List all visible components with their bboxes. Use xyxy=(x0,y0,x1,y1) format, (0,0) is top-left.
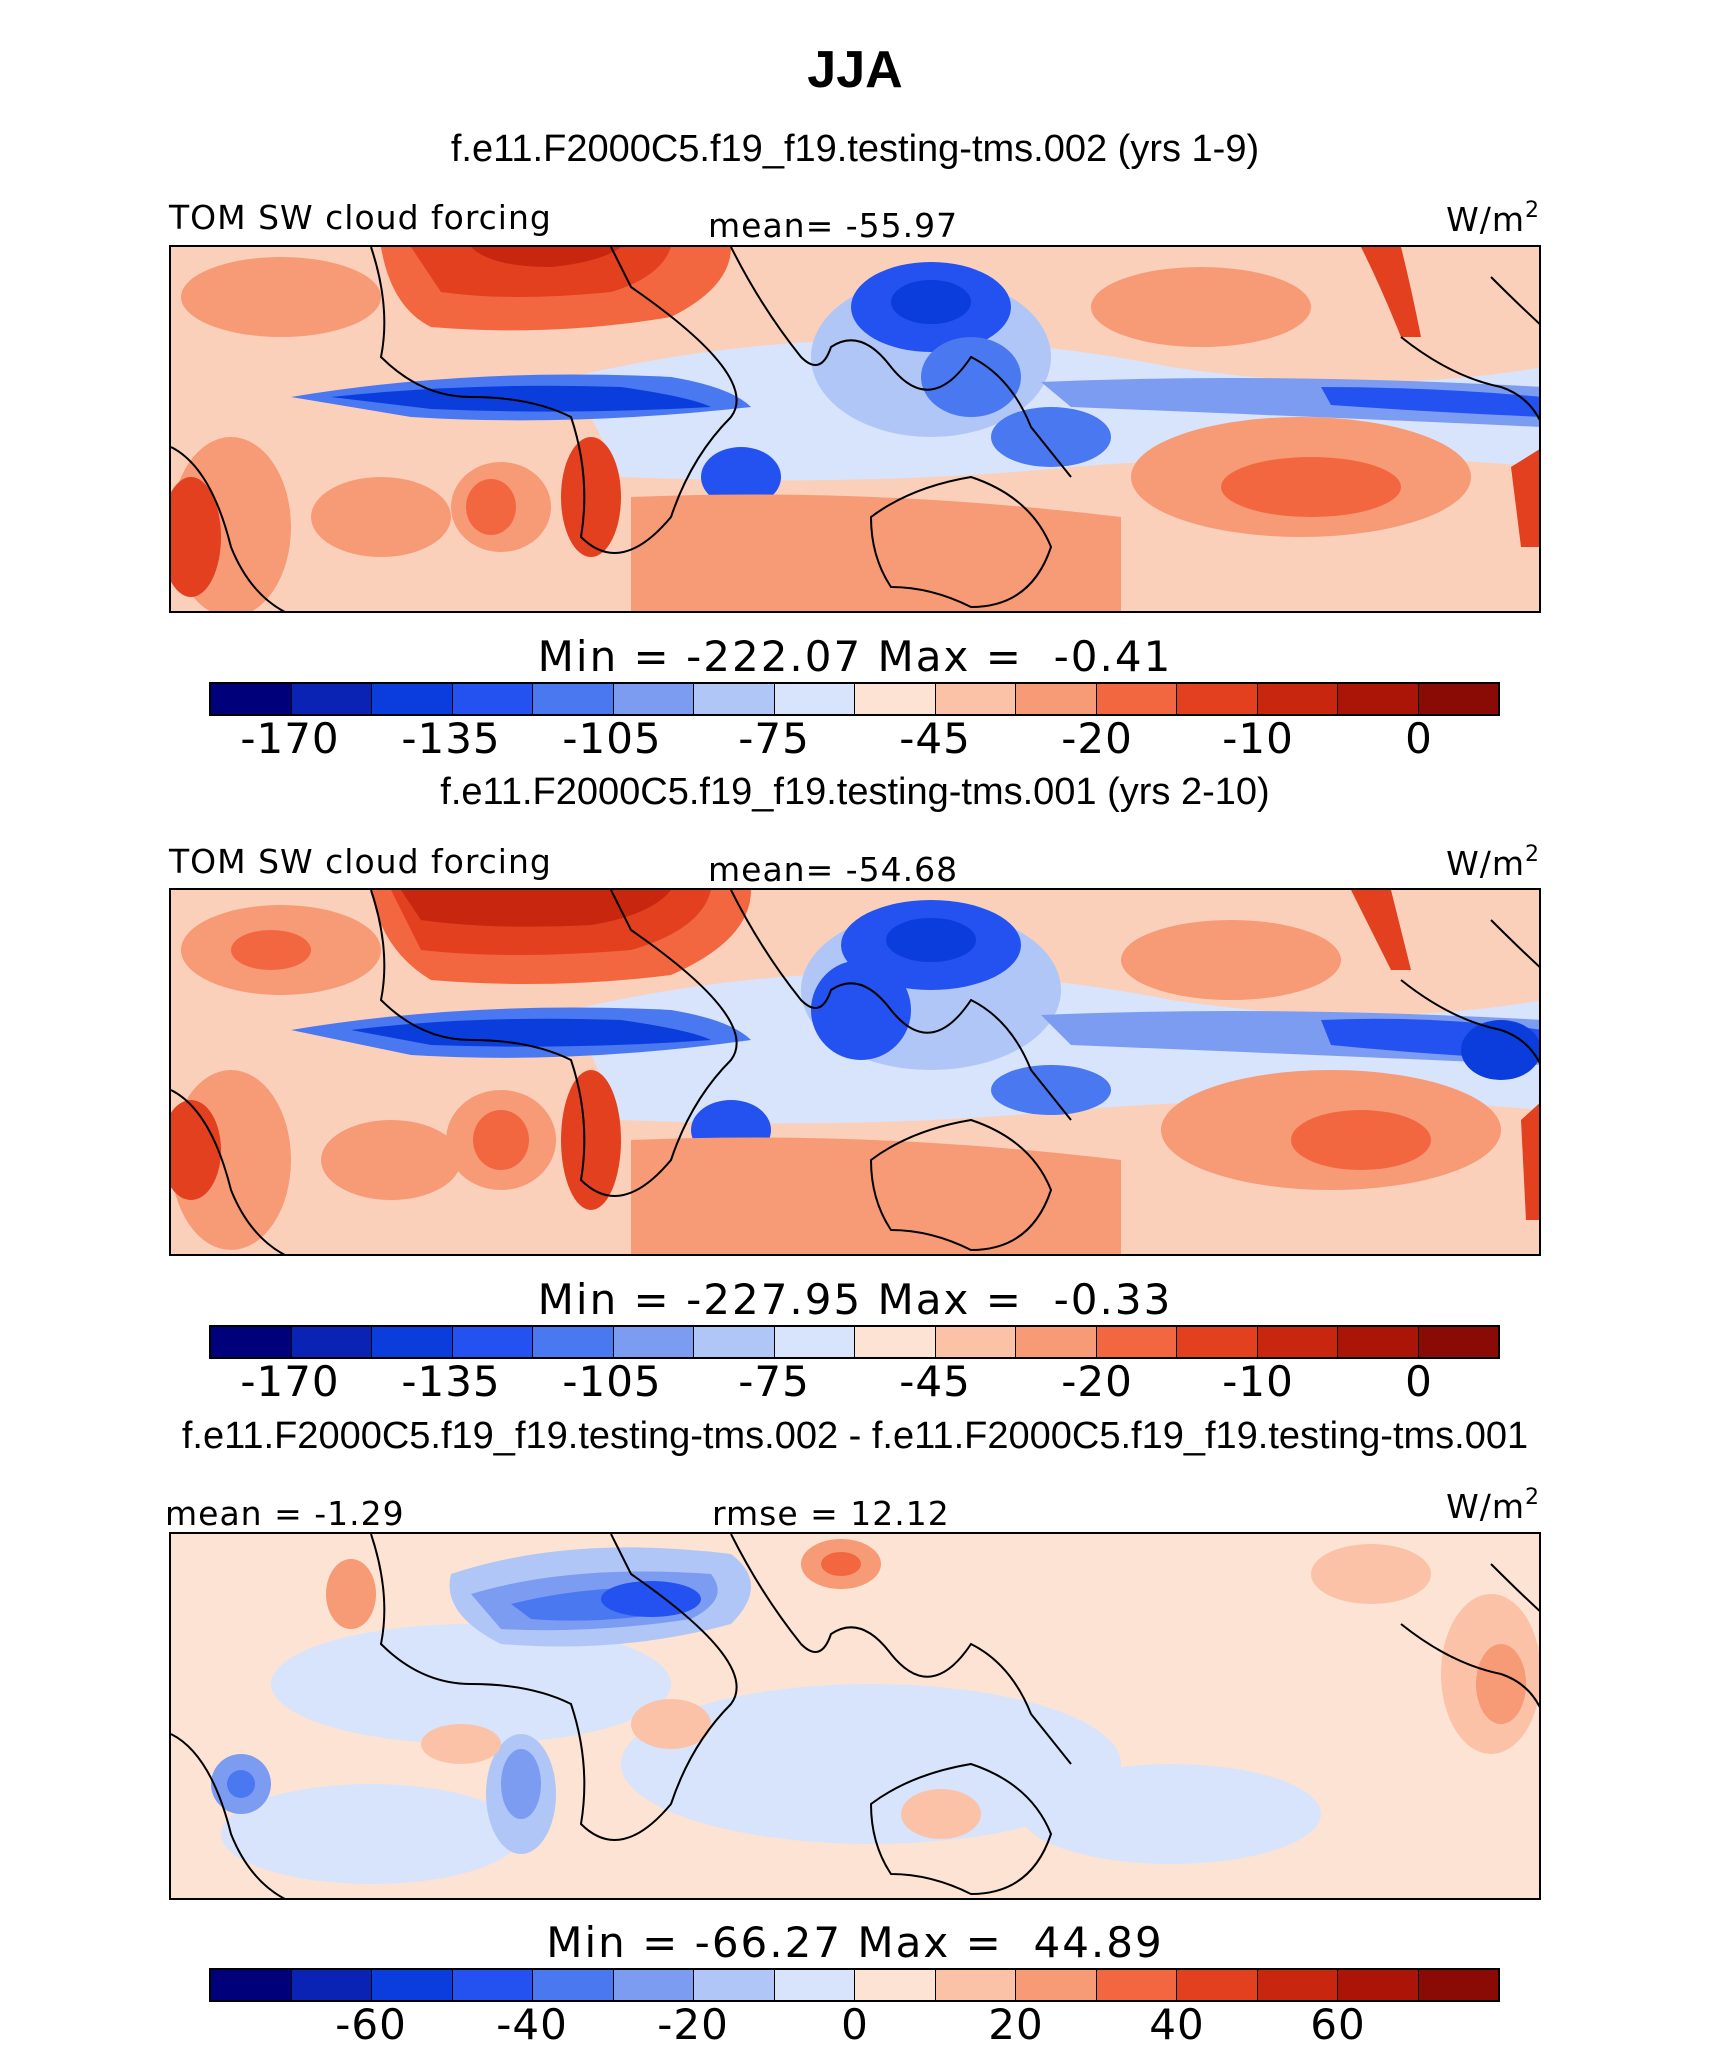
panel-3-tick: 20 xyxy=(988,2000,1044,2049)
panel-2-colorbar xyxy=(209,1325,1500,1359)
colorbar-swatch xyxy=(694,684,775,714)
colorbar-swatch xyxy=(1257,1970,1338,2000)
colorbar-swatch xyxy=(935,1327,1016,1357)
panel-2-title: f.e11.F2000C5.f19_f19.testing-tms.001 (y… xyxy=(440,771,1270,813)
colorbar-swatch xyxy=(372,1327,453,1357)
colorbar-swatch xyxy=(533,684,614,714)
panel-1-map xyxy=(169,245,1541,613)
panel-1-tick: -105 xyxy=(562,714,662,763)
panel-1-tick: -10 xyxy=(1222,714,1294,763)
colorbar-swatch xyxy=(855,1327,936,1357)
panel-3-title: f.e11.F2000C5.f19_f19.testing-tms.002 - … xyxy=(181,1415,1529,1457)
colorbar-swatch xyxy=(1338,1970,1419,2000)
panel-3-tick: 40 xyxy=(1149,2000,1205,2049)
panel-3-units: W/m2 xyxy=(1446,1485,1540,1526)
colorbar-swatch xyxy=(1177,1327,1258,1357)
panel-3-colorbar xyxy=(209,1968,1500,2002)
panel-3-tick: -60 xyxy=(335,2000,407,2049)
colorbar-swatch xyxy=(935,684,1016,714)
panel-2-tick: -135 xyxy=(401,1357,501,1406)
panel-2-map xyxy=(169,888,1541,1256)
colorbar-swatch xyxy=(613,1327,694,1357)
panel-2-tick: -20 xyxy=(1061,1357,1133,1406)
panel-1-tick: -45 xyxy=(899,714,971,763)
season-title: JJA xyxy=(807,41,903,99)
panel-2-field xyxy=(171,890,1539,1254)
panel-2-minmax: Min = -227.95 Max = -0.33 xyxy=(537,1275,1173,1324)
panel-2-tick: 0 xyxy=(1405,1357,1433,1406)
colorbar-swatch xyxy=(1096,684,1177,714)
colorbar-swatch xyxy=(1016,1970,1097,2000)
colorbar-swatch xyxy=(774,1970,855,2000)
colorbar-swatch xyxy=(855,684,936,714)
panel-3-coastlines xyxy=(171,1534,1539,1898)
panel-3-tick: -20 xyxy=(657,2000,729,2049)
panel-1-tick: 0 xyxy=(1405,714,1433,763)
colorbar-swatch xyxy=(613,684,694,714)
panel-1-minmax: Min = -222.07 Max = -0.41 xyxy=(537,632,1173,681)
colorbar-swatch xyxy=(1338,684,1419,714)
colorbar-swatch xyxy=(1418,1327,1498,1357)
panel-1-tick: -135 xyxy=(401,714,501,763)
colorbar-swatch xyxy=(372,1970,453,2000)
panel-3-rmse-label: rmse = 12.12 xyxy=(712,1494,950,1533)
colorbar-swatch xyxy=(1016,1327,1097,1357)
panel-1-tick: -20 xyxy=(1061,714,1133,763)
panel-2-variable-label: TOM SW cloud forcing xyxy=(169,842,552,881)
colorbar-swatch xyxy=(1177,684,1258,714)
colorbar-swatch xyxy=(1016,684,1097,714)
colorbar-swatch xyxy=(533,1970,614,2000)
colorbar-swatch xyxy=(774,1327,855,1357)
panel-3-minmax: Min = -66.27 Max = 44.89 xyxy=(546,1918,1164,1967)
panel-1-tick: -75 xyxy=(738,714,810,763)
colorbar-swatch xyxy=(452,684,533,714)
colorbar-swatch xyxy=(774,684,855,714)
panel-1-variable-label: TOM SW cloud forcing xyxy=(169,198,552,237)
colorbar-swatch xyxy=(1418,1970,1498,2000)
panel-1-tick: -170 xyxy=(240,714,340,763)
panel-3-tick: -40 xyxy=(496,2000,568,2049)
colorbar-swatch xyxy=(372,684,453,714)
panel-2-mean-label: mean= -54.68 xyxy=(708,850,959,889)
colorbar-swatch xyxy=(533,1327,614,1357)
panel-3-map xyxy=(169,1532,1541,1900)
panel-2-tick: -75 xyxy=(738,1357,810,1406)
colorbar-swatch xyxy=(291,1327,372,1357)
colorbar-swatch xyxy=(211,684,292,714)
colorbar-swatch xyxy=(1096,1970,1177,2000)
colorbar-swatch xyxy=(1338,1327,1419,1357)
panel-1-units: W/m2 xyxy=(1446,198,1540,239)
colorbar-swatch xyxy=(855,1970,936,2000)
colorbar-swatch xyxy=(1418,684,1498,714)
panel-2-tick: -170 xyxy=(240,1357,340,1406)
colorbar-swatch xyxy=(291,1970,372,2000)
colorbar-swatch xyxy=(694,1327,775,1357)
colorbar-swatch xyxy=(1177,1970,1258,2000)
panel-1-title: f.e11.F2000C5.f19_f19.testing-tms.002 (y… xyxy=(450,128,1260,170)
panel-3-field xyxy=(171,1534,1539,1898)
panel-2-units: W/m2 xyxy=(1446,842,1540,883)
colorbar-swatch xyxy=(211,1327,292,1357)
panel-2-tick: -105 xyxy=(562,1357,662,1406)
panel-1-field xyxy=(171,247,1539,611)
panel-2-coastlines xyxy=(171,890,1539,1254)
panel-3-mean-label: mean = -1.29 xyxy=(165,1494,405,1533)
panel-3-tick: 0 xyxy=(841,2000,869,2049)
colorbar-swatch xyxy=(291,684,372,714)
colorbar-swatch xyxy=(211,1970,292,2000)
colorbar-swatch xyxy=(694,1970,775,2000)
panel-1-colorbar xyxy=(209,682,1500,716)
panel-3-tick: 60 xyxy=(1310,2000,1366,2049)
panel-1-mean-label: mean= -55.97 xyxy=(708,206,959,245)
colorbar-swatch xyxy=(935,1970,1016,2000)
colorbar-swatch xyxy=(1096,1327,1177,1357)
colorbar-swatch xyxy=(452,1970,533,2000)
panel-2-tick: -10 xyxy=(1222,1357,1294,1406)
colorbar-swatch xyxy=(1257,1327,1338,1357)
colorbar-swatch xyxy=(1257,684,1338,714)
colorbar-swatch xyxy=(613,1970,694,2000)
colorbar-swatch xyxy=(452,1327,533,1357)
panel-2-tick: -45 xyxy=(899,1357,971,1406)
panel-1-coastlines xyxy=(171,247,1539,611)
